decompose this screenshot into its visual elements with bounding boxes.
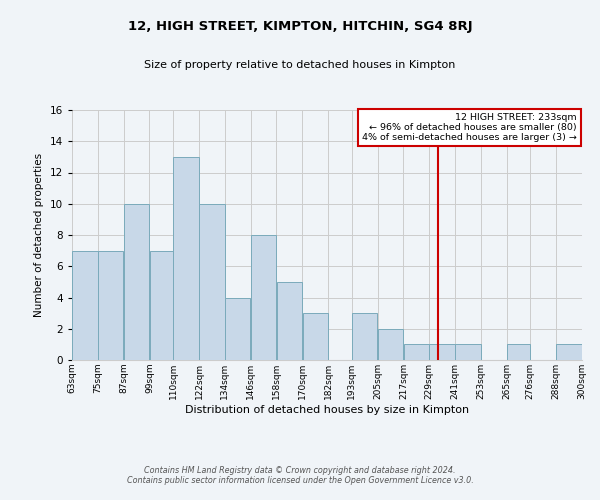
Text: Contains HM Land Registry data © Crown copyright and database right 2024.
Contai: Contains HM Land Registry data © Crown c… <box>127 466 473 485</box>
Bar <box>404 344 429 360</box>
Y-axis label: Number of detached properties: Number of detached properties <box>34 153 44 317</box>
Bar <box>455 344 481 360</box>
Bar <box>378 329 403 360</box>
Bar <box>556 344 582 360</box>
Bar <box>124 204 149 360</box>
Bar <box>173 157 199 360</box>
Text: 12, HIGH STREET, KIMPTON, HITCHIN, SG4 8RJ: 12, HIGH STREET, KIMPTON, HITCHIN, SG4 8… <box>128 20 472 33</box>
Text: 12 HIGH STREET: 233sqm
← 96% of detached houses are smaller (80)
4% of semi-deta: 12 HIGH STREET: 233sqm ← 96% of detached… <box>362 112 577 142</box>
Bar <box>72 250 98 360</box>
X-axis label: Distribution of detached houses by size in Kimpton: Distribution of detached houses by size … <box>185 404 469 414</box>
Bar <box>430 344 455 360</box>
Bar <box>225 298 250 360</box>
Bar <box>98 250 124 360</box>
Bar <box>199 204 224 360</box>
Bar <box>352 313 377 360</box>
Bar <box>277 282 302 360</box>
Bar <box>507 344 530 360</box>
Text: Size of property relative to detached houses in Kimpton: Size of property relative to detached ho… <box>145 60 455 70</box>
Bar <box>251 235 276 360</box>
Bar <box>302 313 328 360</box>
Bar <box>150 250 173 360</box>
